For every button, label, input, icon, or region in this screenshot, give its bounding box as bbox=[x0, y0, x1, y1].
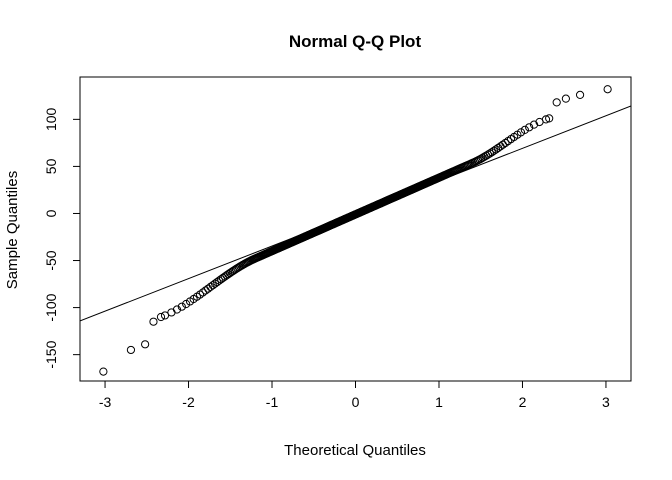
data-point bbox=[172, 305, 182, 314]
data-point bbox=[603, 85, 612, 94]
data-point bbox=[99, 367, 108, 376]
data-point bbox=[210, 279, 220, 288]
axes: -3 -2 -1 0 1 2 3 -150 -100 -50 0 50 100 bbox=[43, 76, 632, 410]
data-point bbox=[177, 302, 186, 311]
data-point bbox=[575, 90, 585, 99]
y-tick-label: -150 bbox=[43, 340, 59, 368]
data-point bbox=[552, 98, 561, 107]
y-tick-label: -100 bbox=[43, 293, 59, 321]
x-tick-label: 0 bbox=[352, 394, 360, 410]
y-tick-label: -50 bbox=[43, 250, 59, 270]
x-axis-label: Theoretical Quantiles bbox=[284, 442, 426, 459]
y-axis-label: Sample Quantiles bbox=[4, 171, 21, 289]
data-point bbox=[485, 149, 494, 158]
y-tick-label: 100 bbox=[43, 107, 59, 131]
data-point bbox=[520, 125, 529, 134]
x-tick-label: -1 bbox=[266, 394, 279, 410]
data-point bbox=[198, 288, 207, 297]
plot-area bbox=[80, 85, 631, 376]
data-point bbox=[541, 115, 551, 124]
data-point bbox=[149, 317, 158, 326]
data-point bbox=[545, 114, 554, 123]
x-tick-label: 2 bbox=[519, 394, 527, 410]
x-tick-label: -2 bbox=[182, 394, 195, 410]
y-tick-label: 50 bbox=[43, 158, 59, 174]
data-point bbox=[501, 138, 510, 148]
data-point bbox=[156, 312, 166, 322]
x-tick-label: 1 bbox=[435, 394, 443, 410]
x-tick-label: -3 bbox=[99, 394, 112, 410]
data-point bbox=[160, 311, 170, 320]
data-point bbox=[141, 340, 150, 349]
chart-title: Normal Q-Q Plot bbox=[289, 32, 422, 51]
data-point bbox=[487, 148, 496, 157]
x-tick-label: 3 bbox=[602, 394, 610, 410]
data-point bbox=[126, 345, 136, 355]
data-point bbox=[561, 94, 570, 103]
y-tick-label: 0 bbox=[43, 209, 59, 217]
data-point bbox=[489, 146, 498, 155]
data-point bbox=[167, 308, 176, 317]
data-point bbox=[525, 123, 534, 132]
